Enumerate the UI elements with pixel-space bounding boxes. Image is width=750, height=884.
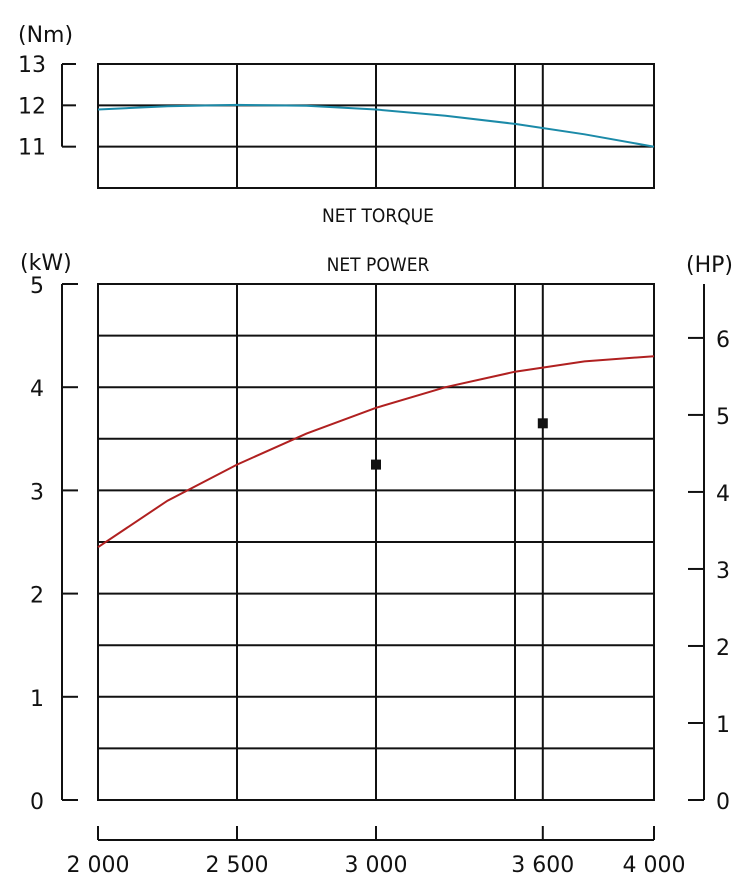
torque-y-label: (Nm) — [18, 23, 73, 48]
x-tick-label: 2 000 — [67, 853, 130, 878]
power-y-tick-label: 5 — [30, 274, 44, 299]
power-y-label: (kW) — [20, 251, 72, 276]
power-y2-tick-label: 2 — [716, 636, 730, 661]
power-y2-tick-label: 5 — [716, 405, 730, 430]
power-y-tick-label: 1 — [30, 687, 44, 712]
x-tick-label: 3 000 — [345, 853, 408, 878]
power-y-tick-label: 3 — [30, 480, 44, 505]
x-tick-label: 2 500 — [206, 853, 269, 878]
torque-y-tick-label: 12 — [18, 94, 46, 119]
power-y-tick-label: 2 — [30, 584, 44, 609]
power-y-tick-label: 4 — [30, 377, 44, 402]
torque-title: NET TORQUE — [322, 205, 434, 227]
power-y2-tick-label: 6 — [716, 328, 730, 353]
power-title: NET POWER — [327, 254, 430, 276]
torque-y-tick-label: 13 — [18, 53, 46, 78]
power-curve — [97, 355, 655, 549]
power-marker — [537, 418, 548, 429]
torque-panel: (Nm) NET TORQUE 13 12 11 — [18, 23, 655, 227]
torque-y-tick-label: 11 — [18, 136, 46, 161]
x-tick-label: 3 600 — [511, 853, 574, 878]
power-panel: (kW) (HP) NET POWER 0 1 2 3 4 5 0 1 2 3 4 5 6 2 000 2 … — [20, 251, 733, 878]
x-tick-label: 4 000 — [623, 853, 686, 878]
torque-curve — [97, 103, 655, 148]
power-y2-tick-label: 0 — [716, 790, 730, 815]
power-y2-tick-label: 4 — [716, 482, 730, 507]
power-marker — [371, 459, 381, 470]
power-y2-label: (HP) — [686, 253, 733, 278]
power-y2-tick-label: 1 — [716, 713, 730, 738]
power-y-tick-label: 0 — [30, 790, 44, 815]
power-y2-tick-label: 3 — [716, 559, 730, 584]
